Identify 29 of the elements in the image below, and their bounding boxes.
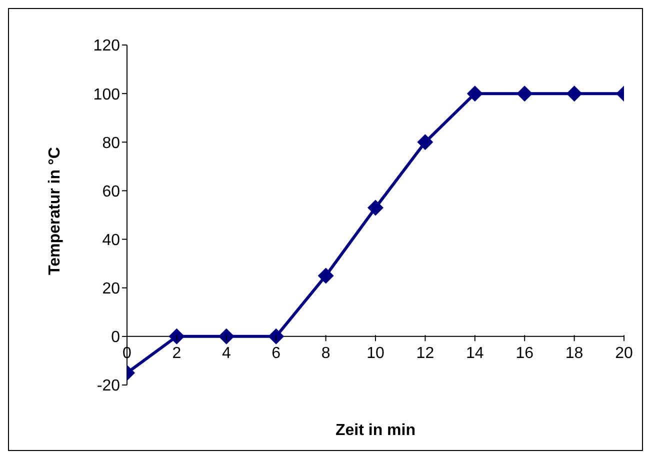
- point: [466, 86, 483, 102]
- x-tick-label: 20: [615, 345, 633, 362]
- point: [218, 328, 234, 344]
- y-tick-label: 0: [111, 329, 120, 346]
- x-tick-label: 12: [416, 345, 434, 362]
- x-tick-label: 14: [466, 345, 484, 362]
- point: [168, 328, 185, 344]
- y-tick-label: 120: [93, 38, 120, 55]
- x-tick-label: 8: [321, 345, 330, 362]
- point: [368, 200, 384, 216]
- point: [516, 86, 533, 102]
- point: [268, 328, 284, 344]
- y-tick-label: -20: [96, 378, 120, 395]
- x-axis-title: Zeit in min: [336, 422, 416, 439]
- y-tick-label: 20: [102, 280, 120, 298]
- x-tick-label: 2: [172, 345, 182, 362]
- y-tick-label: 40: [102, 232, 120, 249]
- x-tick-label: 18: [565, 345, 584, 362]
- point: [566, 86, 582, 102]
- y-tick-label: 80: [102, 134, 120, 152]
- x-tick-label: 10: [366, 345, 384, 362]
- x-tick-label: 16: [516, 345, 534, 362]
- x-tick-label: 4: [222, 345, 231, 362]
- y-tick-label: 60: [102, 183, 120, 200]
- y-tick-label: 100: [93, 86, 120, 104]
- point: [417, 134, 434, 150]
- point: [318, 268, 334, 284]
- x-tick-label: 6: [272, 345, 281, 362]
- y-axis-title: Temperatur in °C: [46, 146, 64, 275]
